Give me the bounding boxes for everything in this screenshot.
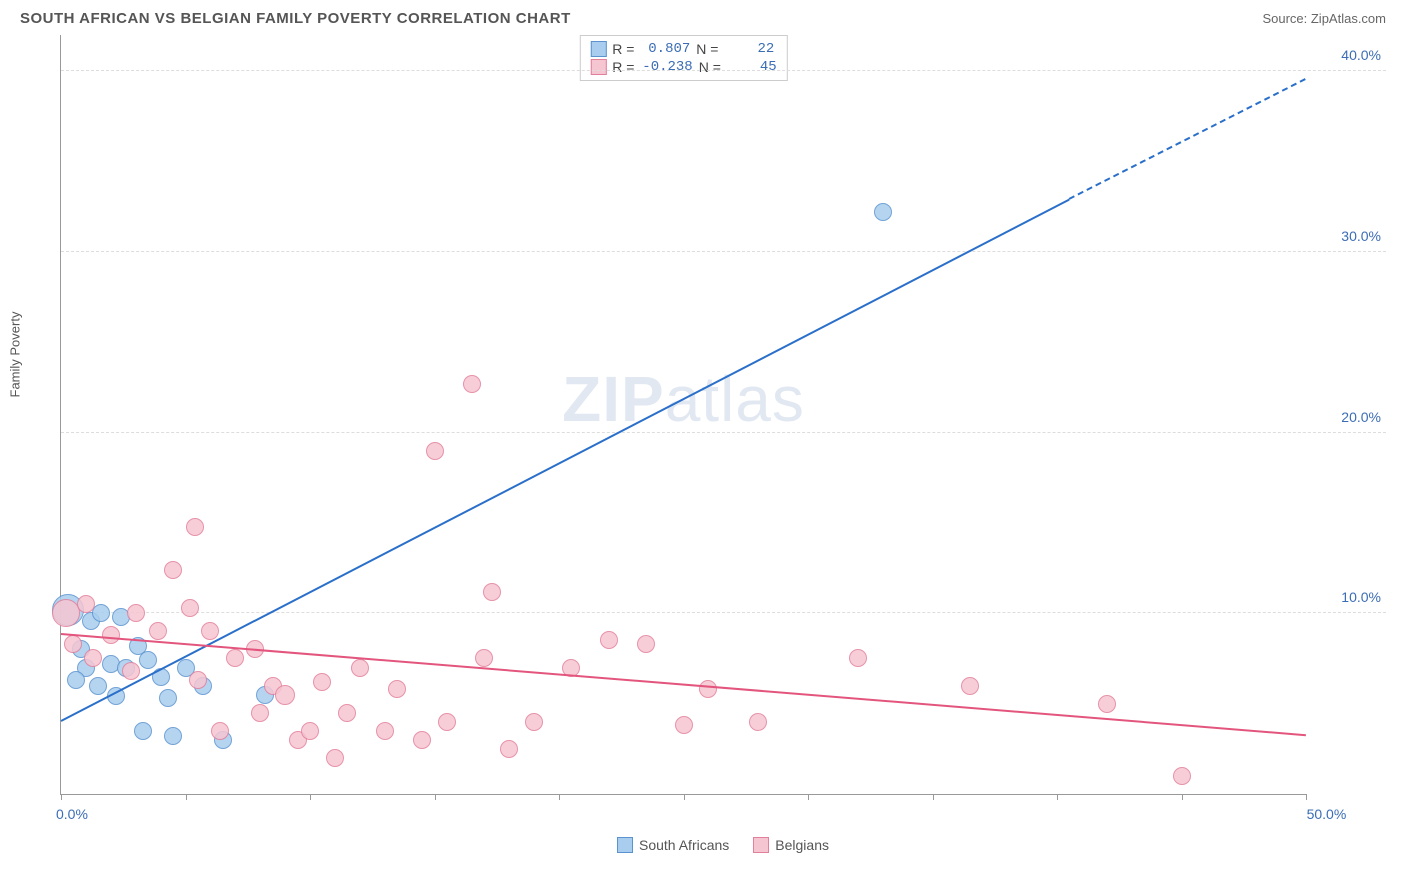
data-point — [600, 631, 618, 649]
data-point — [64, 635, 82, 653]
y-tick-label: 10.0% — [1341, 589, 1381, 605]
chart-source: Source: ZipAtlas.com — [1262, 11, 1386, 26]
data-point — [127, 604, 145, 622]
x-tick — [559, 794, 560, 800]
data-point — [1173, 767, 1191, 785]
data-point — [388, 680, 406, 698]
data-point — [326, 749, 344, 767]
data-point — [201, 622, 219, 640]
y-axis-label: Family Poverty — [8, 312, 23, 398]
data-point — [475, 649, 493, 667]
data-point — [211, 722, 229, 740]
stats-row-series-0: R = 0.807 N = 22 — [590, 40, 776, 58]
data-point — [159, 689, 177, 707]
data-point — [77, 595, 95, 613]
gridline — [61, 251, 1386, 252]
source-link[interactable]: ZipAtlas.com — [1311, 11, 1386, 26]
x-tick-label: 0.0% — [56, 806, 88, 822]
plot-area: ZIPatlas R = 0.807 N = 22 R = -0.238 N =… — [60, 35, 1306, 795]
bottom-legend: South Africans Belgians — [617, 837, 829, 853]
data-point — [351, 659, 369, 677]
data-point — [149, 622, 167, 640]
data-point — [122, 662, 140, 680]
x-tick — [61, 794, 62, 800]
data-point — [749, 713, 767, 731]
x-tick — [1182, 794, 1183, 800]
data-point — [139, 651, 157, 669]
y-tick-label: 30.0% — [1341, 228, 1381, 244]
chart-title: SOUTH AFRICAN VS BELGIAN FAMILY POVERTY … — [20, 10, 571, 27]
gridline — [61, 70, 1386, 71]
stats-row-series-1: R = -0.238 N = 45 — [590, 58, 776, 76]
data-point — [275, 685, 295, 705]
data-point — [84, 649, 102, 667]
data-point — [52, 599, 80, 627]
x-tick — [435, 794, 436, 800]
data-point — [1098, 695, 1116, 713]
data-point — [92, 604, 110, 622]
data-point — [134, 722, 152, 740]
data-point — [313, 673, 331, 691]
data-point — [164, 727, 182, 745]
stats-legend-box: R = 0.807 N = 22 R = -0.238 N = 45 — [579, 35, 787, 81]
x-tick — [310, 794, 311, 800]
gridline — [61, 612, 1386, 613]
data-point — [413, 731, 431, 749]
data-point — [189, 671, 207, 689]
x-tick — [1306, 794, 1307, 800]
data-point — [426, 442, 444, 460]
data-point — [181, 599, 199, 617]
data-point — [849, 649, 867, 667]
data-point — [500, 740, 518, 758]
data-point — [483, 583, 501, 601]
data-point — [164, 561, 182, 579]
data-point — [438, 713, 456, 731]
gridline — [61, 432, 1386, 433]
x-tick — [808, 794, 809, 800]
y-tick-label: 20.0% — [1341, 409, 1381, 425]
x-tick — [933, 794, 934, 800]
data-point — [338, 704, 356, 722]
x-tick-label: 50.0% — [1307, 806, 1347, 822]
swatch-series-1 — [590, 59, 606, 75]
y-tick-label: 40.0% — [1341, 47, 1381, 63]
data-point — [102, 626, 120, 644]
swatch-series-0 — [617, 837, 633, 853]
data-point — [637, 635, 655, 653]
x-tick — [684, 794, 685, 800]
data-point — [251, 704, 269, 722]
trend-line — [1069, 78, 1306, 200]
swatch-series-1 — [753, 837, 769, 853]
legend-item-series-0: South Africans — [617, 837, 729, 853]
data-point — [874, 203, 892, 221]
data-point — [961, 677, 979, 695]
x-tick — [1057, 794, 1058, 800]
data-point — [525, 713, 543, 731]
data-point — [699, 680, 717, 698]
data-point — [463, 375, 481, 393]
chart-container: Family Poverty ZIPatlas R = 0.807 N = 22… — [60, 35, 1386, 825]
legend-item-series-1: Belgians — [753, 837, 829, 853]
swatch-series-0 — [590, 41, 606, 57]
data-point — [376, 722, 394, 740]
trend-line — [61, 198, 1070, 721]
data-point — [675, 716, 693, 734]
x-tick — [186, 794, 187, 800]
data-point — [186, 518, 204, 536]
data-point — [226, 649, 244, 667]
chart-header: SOUTH AFRICAN VS BELGIAN FAMILY POVERTY … — [0, 0, 1406, 35]
data-point — [89, 677, 107, 695]
data-point — [67, 671, 85, 689]
data-point — [301, 722, 319, 740]
